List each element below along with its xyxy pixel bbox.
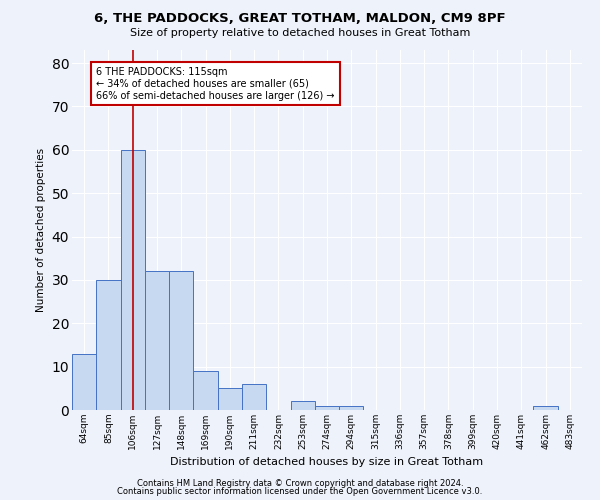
Bar xyxy=(315,406,339,410)
Text: Contains public sector information licensed under the Open Government Licence v3: Contains public sector information licen… xyxy=(118,487,482,496)
Bar xyxy=(242,384,266,410)
Y-axis label: Number of detached properties: Number of detached properties xyxy=(36,148,46,312)
Text: Size of property relative to detached houses in Great Totham: Size of property relative to detached ho… xyxy=(130,28,470,38)
Bar xyxy=(72,354,96,410)
Bar xyxy=(218,388,242,410)
Bar xyxy=(169,271,193,410)
Bar xyxy=(96,280,121,410)
Text: 6 THE PADDOCKS: 115sqm
← 34% of detached houses are smaller (65)
66% of semi-det: 6 THE PADDOCKS: 115sqm ← 34% of detached… xyxy=(96,68,335,100)
Bar xyxy=(121,150,145,410)
Bar xyxy=(193,371,218,410)
Bar xyxy=(339,406,364,410)
Bar xyxy=(533,406,558,410)
X-axis label: Distribution of detached houses by size in Great Totham: Distribution of detached houses by size … xyxy=(170,458,484,468)
Bar xyxy=(145,271,169,410)
Bar xyxy=(290,402,315,410)
Text: Contains HM Land Registry data © Crown copyright and database right 2024.: Contains HM Land Registry data © Crown c… xyxy=(137,478,463,488)
Text: 6, THE PADDOCKS, GREAT TOTHAM, MALDON, CM9 8PF: 6, THE PADDOCKS, GREAT TOTHAM, MALDON, C… xyxy=(94,12,506,26)
